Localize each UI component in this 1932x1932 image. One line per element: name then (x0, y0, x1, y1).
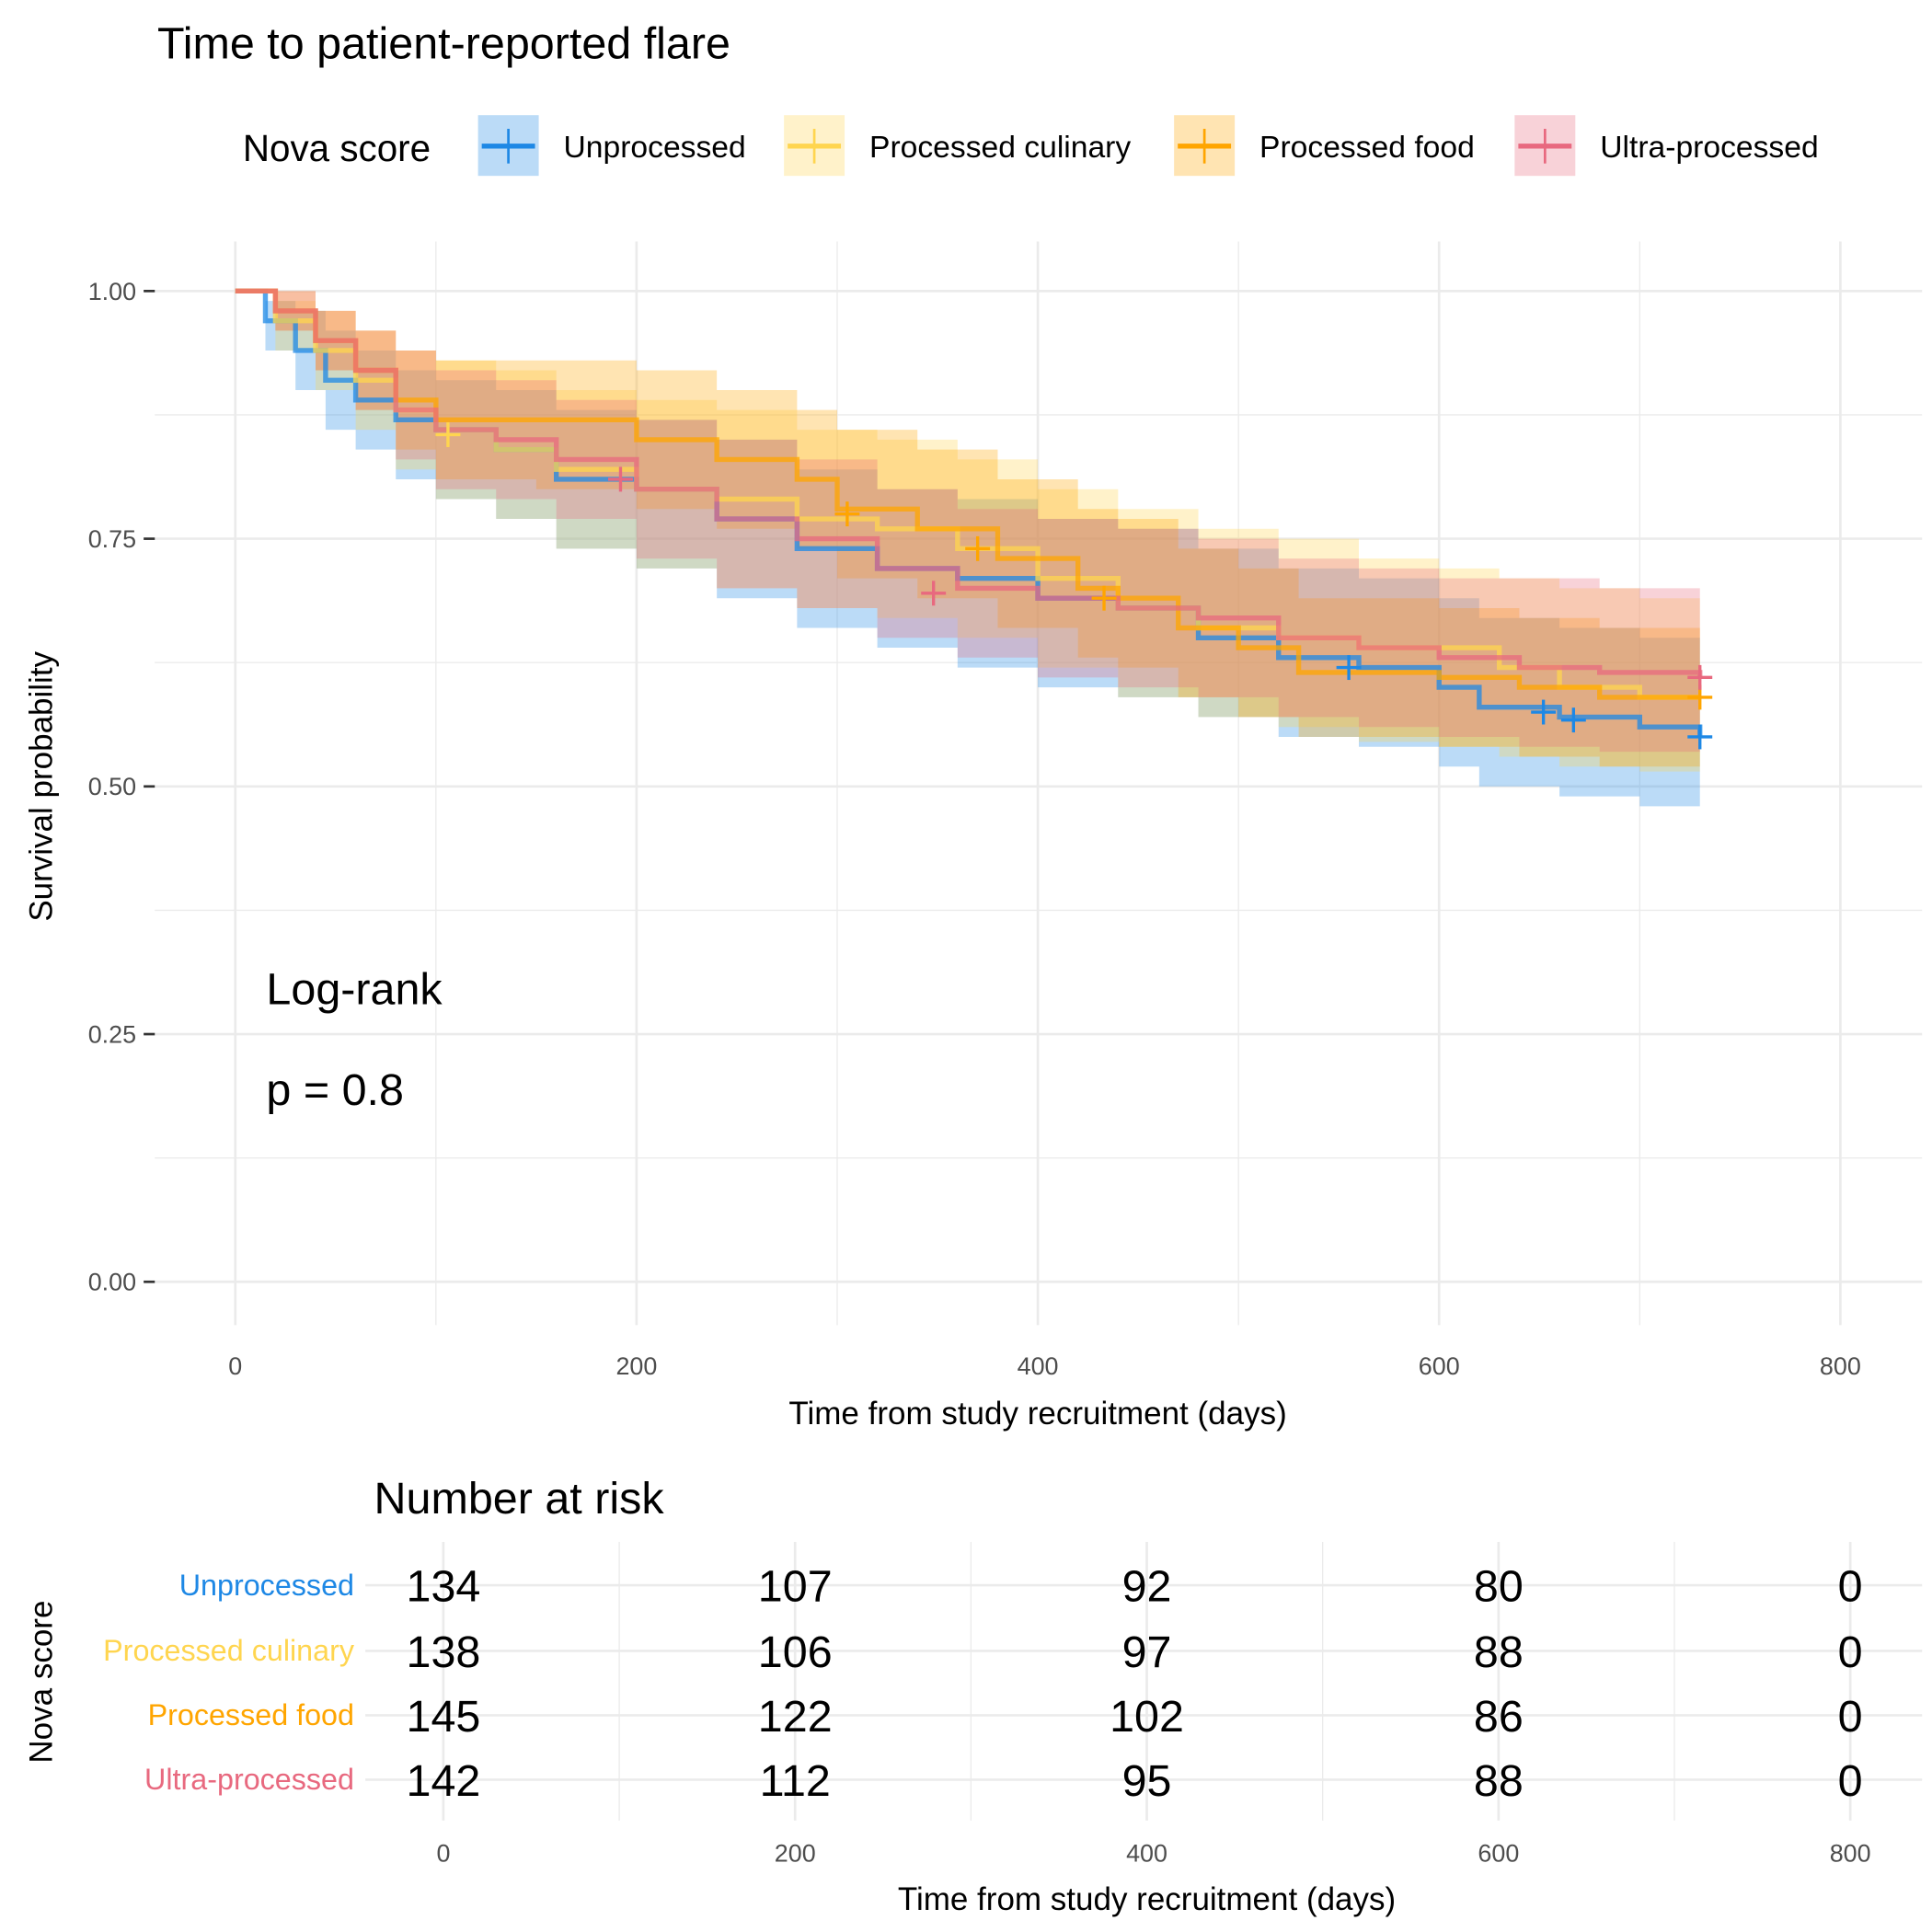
risk-count: 102 (1110, 1692, 1184, 1742)
legend: Nova score Unprocessed Processed culinary… (243, 115, 1819, 177)
x-axis-label: Time from study recruitment (days) (788, 1396, 1286, 1432)
legend-label: Processed culinary (869, 131, 1131, 165)
grid (155, 241, 1923, 1326)
risk-x-tick-label: 400 (1126, 1839, 1167, 1867)
risk-row-label: Ultra-processed (144, 1763, 354, 1796)
y-tick-label: 0.75 (88, 525, 136, 553)
risk-count: 112 (760, 1756, 831, 1806)
risk-x-tick-label: 200 (775, 1839, 816, 1867)
y-axis-label: Survival probability (24, 650, 60, 921)
risk-count: 138 (407, 1627, 481, 1677)
confidence-band (235, 291, 1700, 772)
x-tick-label: 400 (1018, 1352, 1059, 1380)
survival-curves (235, 288, 1703, 737)
y-tick-label: 0.50 (88, 773, 136, 800)
risk-count: 88 (1474, 1756, 1524, 1806)
risk-count: 142 (407, 1756, 481, 1806)
risk-count: 122 (758, 1692, 833, 1742)
risk-x-tick-label: 800 (1830, 1839, 1871, 1867)
y-tick-label: 0.25 (88, 1020, 136, 1048)
x-tick-label: 0 (228, 1352, 242, 1380)
risk-x-tick-label: 600 (1478, 1839, 1519, 1867)
survival-curve (235, 288, 1703, 678)
risk-row-label: Unprocessed (179, 1569, 354, 1602)
risk-count: 107 (758, 1562, 833, 1612)
risk-x-axis-label: Time from study recruitment (days) (898, 1881, 1396, 1917)
risk-count: 145 (407, 1692, 481, 1742)
risk-row-label: Processed culinary (103, 1634, 355, 1667)
risk-y-axis-label: Nova score (24, 1601, 60, 1764)
risk-count: 0 (1838, 1756, 1863, 1806)
risk-table-grid (365, 1541, 1923, 1821)
y-tick-label: 1.00 (88, 278, 136, 305)
risk-count: 106 (758, 1627, 833, 1677)
chart-title: Time to patient-reported flare (157, 18, 730, 68)
x-tick-label: 200 (615, 1352, 657, 1380)
axes: 0 200 400 600 800 0.00 0.25 0.50 0.75 1.00 (88, 278, 1861, 1380)
legend-label: Unprocessed (564, 131, 746, 165)
y-tick-label: 0.00 (88, 1269, 136, 1296)
risk-count: 80 (1474, 1562, 1524, 1612)
risk-row-label: Processed food (148, 1698, 354, 1731)
risk-x-tick-label: 0 (436, 1839, 450, 1867)
legend-title: Nova score (243, 127, 431, 169)
censor-marks (435, 422, 1713, 750)
risk-table-title: Number at risk (374, 1474, 665, 1524)
x-tick-label: 800 (1820, 1352, 1861, 1380)
legend-label: Processed food (1259, 131, 1475, 165)
annotation-pvalue: p = 0.8 (266, 1065, 404, 1115)
risk-count: 86 (1474, 1692, 1524, 1742)
risk-count: 0 (1838, 1692, 1863, 1742)
risk-count: 92 (1122, 1562, 1172, 1612)
annotation-logrank: Log-rank (266, 965, 443, 1015)
risk-count: 0 (1838, 1562, 1863, 1612)
risk-count: 88 (1474, 1627, 1524, 1677)
risk-count: 95 (1122, 1756, 1172, 1806)
risk-count: 134 (407, 1562, 481, 1612)
risk-count: 0 (1838, 1627, 1863, 1677)
risk-count: 97 (1122, 1627, 1172, 1677)
x-tick-label: 600 (1419, 1352, 1460, 1380)
legend-label: Ultra-processed (1600, 131, 1818, 165)
